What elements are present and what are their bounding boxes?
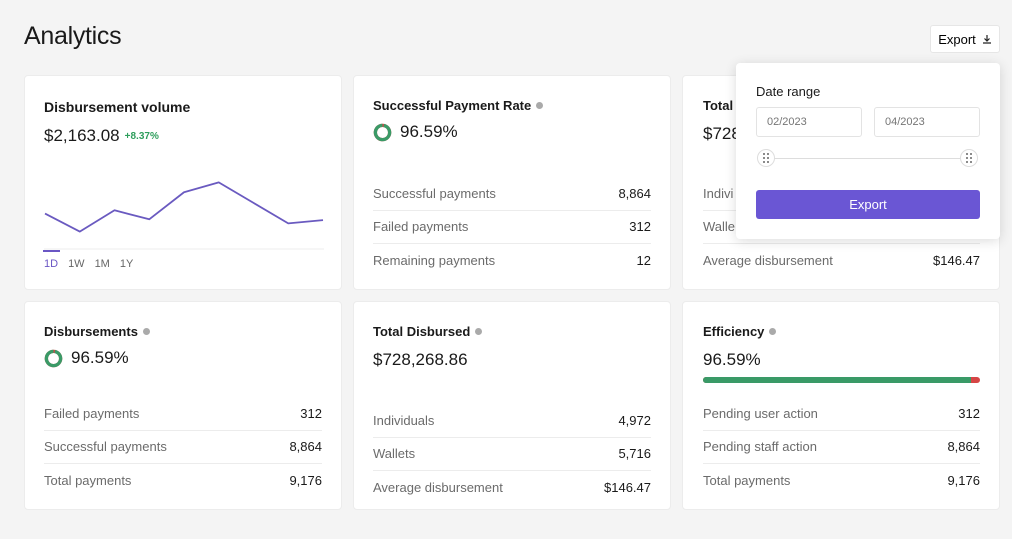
popover-export-button[interactable]: Export (756, 190, 980, 219)
stat-row: Walle (703, 211, 980, 244)
stat-row: Total payments 9,176 (44, 464, 322, 498)
info-icon[interactable] (475, 328, 483, 335)
donut-icon (373, 123, 392, 141)
stat-value: 5,716 (618, 446, 651, 462)
page-title: Analytics (24, 22, 122, 50)
stat-label: Failed payments (44, 405, 140, 421)
stat-label: Successful payments (373, 185, 496, 201)
info-icon[interactable] (536, 102, 544, 109)
stat-label: Remaining payments (373, 253, 496, 269)
card-title: Successful Payment Rate (373, 98, 544, 113)
start-date-input[interactable] (756, 107, 862, 137)
range-tab-1w[interactable]: 1W (68, 258, 85, 270)
payment-rate-value: 96.59% (373, 122, 458, 142)
stat-label: Average disbursement (373, 480, 503, 496)
stat-value: $146.47 (933, 253, 980, 269)
stat-value: 9,176 (947, 473, 980, 489)
series-line (44, 181, 324, 233)
info-icon[interactable] (142, 328, 150, 335)
stat-row: Successful payments 8,864 (44, 431, 322, 464)
total-disbursed-card: Total Disbursed $728,268.86 Individuals 4… (353, 301, 671, 510)
stat-row: Individuals 4,972 (373, 404, 651, 438)
stat-label: Wallets (373, 446, 416, 462)
stat-value: $146.47 (604, 480, 651, 496)
total-disbursed-value: $728,268.86 (373, 350, 468, 369)
stat-label: Total payments (44, 473, 132, 489)
volume-line-chart (44, 181, 324, 250)
stat-value: 312 (629, 219, 651, 235)
stat-value: 4,972 (618, 412, 651, 428)
stats-list: Successful payments 8,864 Failed payments 3… (373, 177, 651, 278)
volume-value: $2,163.08 +8.37% (44, 126, 159, 145)
range-tab-1d[interactable]: 1D (42, 250, 61, 270)
range-tab-1m[interactable]: 1M (94, 258, 110, 270)
card-title: Total (703, 98, 734, 113)
stat-row: Average disbursement $146.47 (703, 244, 980, 278)
grip-icon (763, 153, 769, 163)
card-title: Total Disbursed (373, 324, 483, 339)
stat-label: Total payments (703, 473, 791, 489)
export-label: Export (938, 31, 976, 47)
date-range-label: Date range (756, 84, 821, 99)
donut-fill (373, 123, 392, 141)
stat-value: 312 (300, 405, 322, 421)
stat-label: Pending user action (703, 405, 818, 421)
export-button[interactable]: Export (930, 25, 1000, 53)
card-title: Efficiency (703, 324, 777, 339)
donut-icon (44, 349, 63, 367)
download-icon (982, 35, 991, 44)
stat-label: Individuals (373, 412, 435, 428)
efficiency-progress-bar (703, 377, 980, 383)
efficiency-value: 96.59% (703, 350, 761, 369)
stat-label: Walle (703, 219, 736, 235)
stat-row: Successful payments 8,864 (373, 177, 651, 211)
disbursements-value: 96.59% (44, 348, 129, 368)
payment-rate-card: Successful Payment Rate 96.59% Successfu… (353, 75, 671, 290)
stat-label: Failed payments (373, 219, 469, 235)
card-title: Disbursements (44, 324, 150, 339)
range-tab-1y[interactable]: 1Y (119, 258, 134, 270)
stats-list: Failed payments 312 Successful payments 8,8… (44, 397, 322, 498)
delta-badge: +8.37% (124, 130, 159, 142)
stat-value: 8,864 (947, 439, 980, 455)
disbursements-card: Disbursements 96.59% Failed payments 312 S… (24, 301, 342, 510)
stat-label: Average disbursement (703, 253, 833, 269)
stat-label: Pending staff action (703, 439, 817, 455)
range-slider-start-handle[interactable] (757, 149, 775, 167)
info-icon[interactable] (769, 328, 777, 335)
stat-row: Remaining payments 12 (373, 244, 651, 278)
stat-label: Successful payments (44, 439, 167, 455)
export-popover: Date range Export (736, 63, 1000, 239)
progress-fill (703, 377, 971, 383)
stat-row: Failed payments 312 (373, 211, 651, 244)
stat-row: Failed payments 312 (44, 397, 322, 431)
stat-row: Average disbursement $146.47 (373, 471, 651, 505)
stat-label: Indivi (703, 185, 734, 201)
disbursement-volume-card: Disbursement volume $2,163.08 +8.37% 1D 1… (24, 75, 342, 290)
end-date-input[interactable] (874, 107, 980, 137)
stat-row: Wallets 5,716 (373, 438, 651, 471)
stat-value: 8,864 (618, 185, 651, 201)
range-tabs: 1D 1W 1M 1Y (42, 250, 134, 270)
total-value: $728 (703, 124, 741, 143)
donut-fill (44, 349, 63, 367)
stats-list: Pending user action 312 Pending staff acti… (703, 397, 980, 498)
card-title: Disbursement volume (44, 99, 191, 115)
stat-row: Pending user action 312 (703, 397, 980, 431)
stat-row: Total payments 9,176 (703, 464, 980, 498)
stat-value: 8,864 (289, 439, 322, 455)
efficiency-card: Efficiency 96.59% Pending user action 312… (682, 301, 1000, 510)
stat-value: 12 (636, 253, 651, 269)
grip-icon (966, 153, 972, 163)
stats-list: Individuals 4,972 Wallets 5,716 Average disb… (373, 404, 651, 505)
stat-value: 9,176 (289, 473, 322, 489)
stat-value: 312 (958, 405, 980, 421)
range-slider-track[interactable] (768, 158, 968, 159)
stat-row: Pending staff action 8,864 (703, 431, 980, 464)
range-slider-end-handle[interactable] (960, 149, 978, 167)
